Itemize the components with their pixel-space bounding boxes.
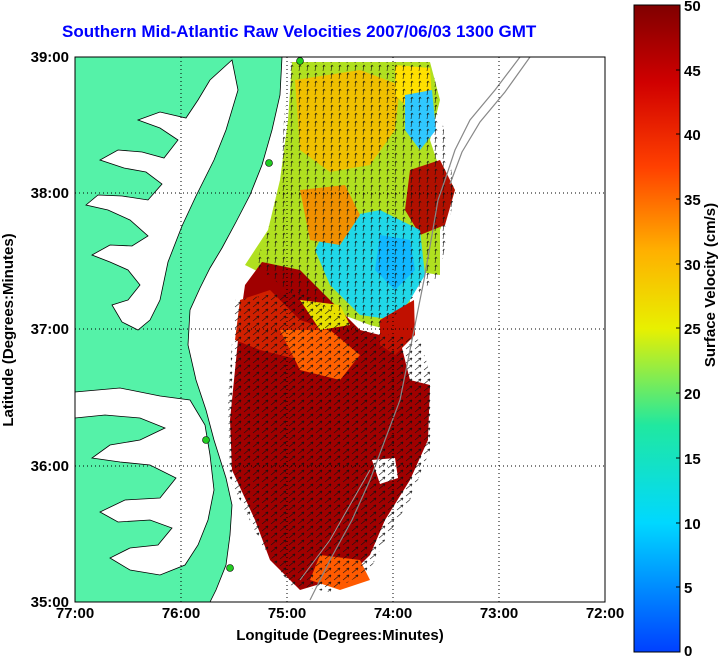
colorbar-tick: 40 <box>684 127 701 144</box>
colorbar-label: Surface Velocity (cm/s) <box>702 203 719 367</box>
y-tick-labels: 39:00 38:00 37:00 36:00 35:00 <box>31 49 69 611</box>
velocity-vectors <box>255 62 455 330</box>
colorbar-tick: 10 <box>684 516 701 533</box>
colorbar-tick: 25 <box>684 321 701 338</box>
colorbar <box>633 4 681 653</box>
x-tick: 76:00 <box>162 605 200 622</box>
x-tick: 73:00 <box>480 605 518 622</box>
y-tick: 39:00 <box>31 49 69 66</box>
x-tick: 75:00 <box>268 605 306 622</box>
colorbar-tick: 50 <box>684 0 701 15</box>
velocity-vectors-south <box>228 290 432 592</box>
colorbar-tick: 30 <box>684 257 701 274</box>
colorbar-tick: 20 <box>684 386 701 403</box>
grid-lines <box>75 57 605 602</box>
colorbar-ticks <box>676 4 680 653</box>
map-title: Southern Mid-Atlantic Raw Velocities 200… <box>62 22 537 41</box>
colorbar-tick-labels: 50 45 40 35 30 25 20 15 10 5 0 <box>684 0 701 659</box>
albemarle-sound <box>75 387 215 576</box>
x-tick: 77:00 <box>56 605 94 622</box>
y-axis-label: Latitude (Degrees:Minutes) <box>0 233 17 426</box>
colorbar-tick: 15 <box>684 451 701 468</box>
colorbar-tick: 35 <box>684 192 701 209</box>
y-tick: 35:00 <box>31 594 69 611</box>
x-tick: 72:00 <box>586 605 624 622</box>
y-tick: 37:00 <box>31 321 69 338</box>
land-mass <box>75 57 283 602</box>
bathymetry-contour <box>309 57 521 601</box>
y-tick: 36:00 <box>31 458 69 475</box>
x-tick-labels: 77:00 76:00 75:00 74:00 73:00 72:00 <box>56 605 624 622</box>
x-tick: 74:00 <box>374 605 412 622</box>
x-axis-label: Longitude (Degrees:Minutes) <box>236 627 444 644</box>
colorbar-tick: 5 <box>684 580 692 597</box>
colorbar-tick: 0 <box>684 643 692 659</box>
colorbar-tick: 45 <box>684 63 701 80</box>
y-tick: 38:00 <box>31 185 69 202</box>
radar-stations <box>202 57 304 572</box>
chesapeake-bay <box>85 59 239 331</box>
